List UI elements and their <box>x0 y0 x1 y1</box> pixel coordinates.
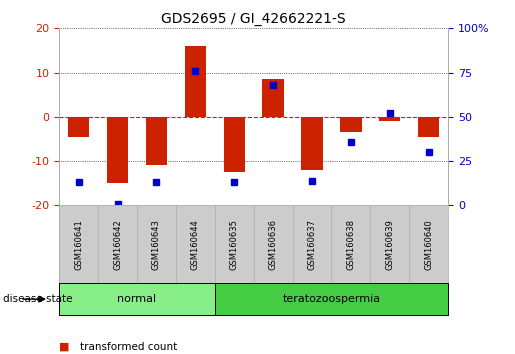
Text: GSM160640: GSM160640 <box>424 219 433 270</box>
Bar <box>215 283 448 315</box>
Text: GSM160639: GSM160639 <box>385 219 394 270</box>
Bar <box>107 117 128 183</box>
Text: disease state: disease state <box>3 294 72 304</box>
Bar <box>340 117 362 132</box>
Title: GDS2695 / GI_42662221-S: GDS2695 / GI_42662221-S <box>161 12 346 26</box>
Bar <box>301 117 323 170</box>
Bar <box>146 117 167 166</box>
Bar <box>224 117 245 172</box>
Text: normal: normal <box>117 294 157 304</box>
Bar <box>184 46 206 117</box>
Text: GSM160641: GSM160641 <box>74 219 83 270</box>
Text: ■: ■ <box>59 342 73 352</box>
Bar <box>68 117 90 137</box>
Text: GSM160642: GSM160642 <box>113 219 122 270</box>
Bar <box>418 117 439 137</box>
Text: transformed count: transformed count <box>80 342 177 352</box>
Bar <box>262 79 284 117</box>
Text: GSM160644: GSM160644 <box>191 219 200 270</box>
Bar <box>379 117 401 121</box>
Text: GSM160636: GSM160636 <box>269 219 278 270</box>
Text: GSM160637: GSM160637 <box>307 219 316 270</box>
Bar <box>59 283 215 315</box>
Text: GSM160643: GSM160643 <box>152 219 161 270</box>
Text: GSM160638: GSM160638 <box>347 219 355 270</box>
Text: teratozoospermia: teratozoospermia <box>282 294 381 304</box>
Text: GSM160635: GSM160635 <box>230 219 238 270</box>
